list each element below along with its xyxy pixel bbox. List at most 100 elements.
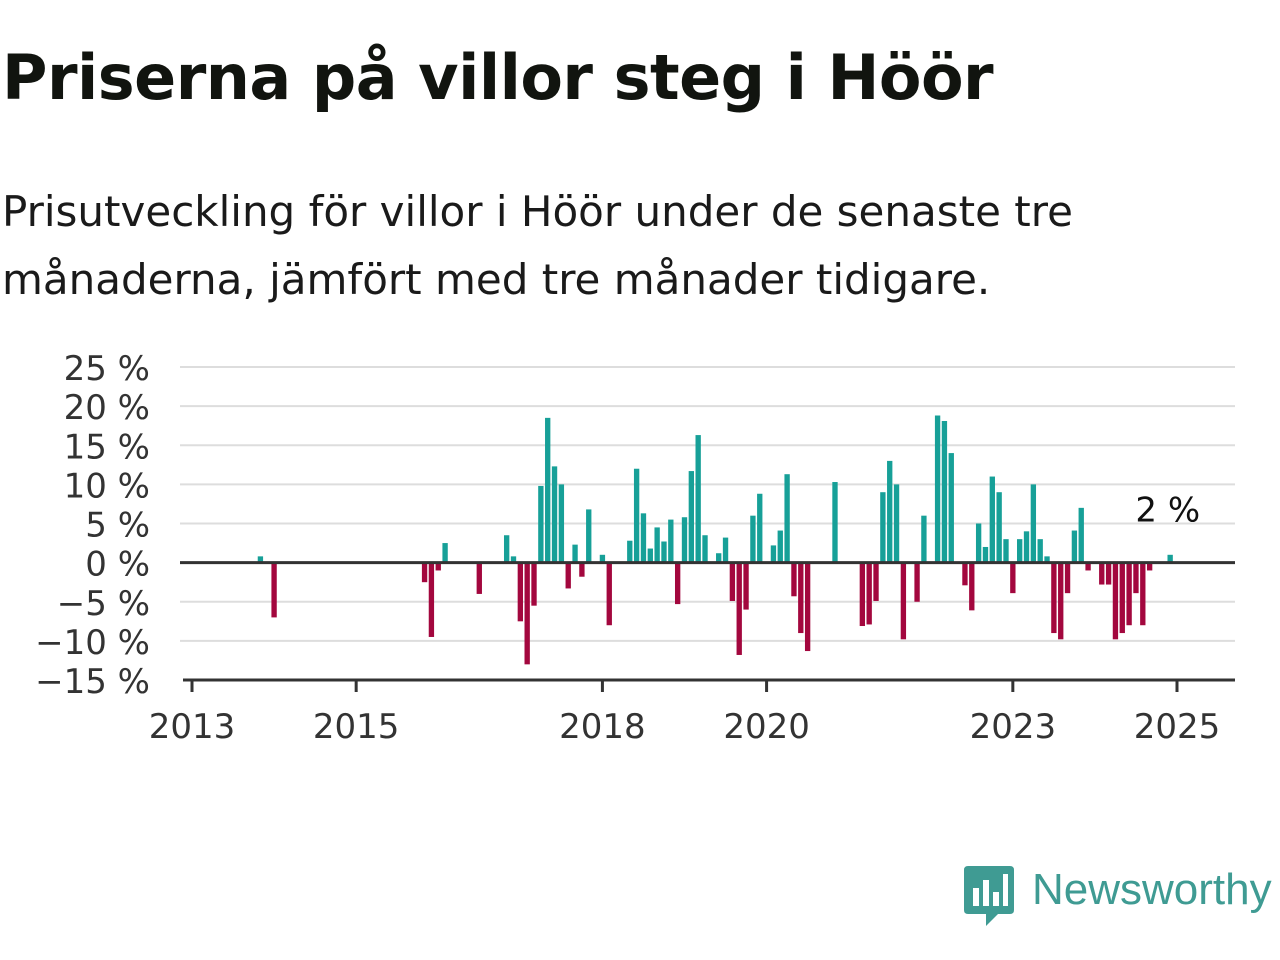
bar xyxy=(1112,562,1119,640)
bar xyxy=(1133,562,1139,594)
bar xyxy=(887,460,893,563)
bar xyxy=(716,553,722,563)
bar xyxy=(1030,484,1037,563)
bar xyxy=(914,562,920,602)
x-tick-label: 2025 xyxy=(1134,707,1221,747)
bar xyxy=(1044,556,1050,563)
bar xyxy=(962,562,968,586)
bar xyxy=(271,562,277,618)
bar xyxy=(1010,562,1016,594)
bar xyxy=(599,554,606,563)
bar xyxy=(647,548,653,563)
bar xyxy=(941,420,948,563)
bar xyxy=(435,562,441,571)
bar xyxy=(989,476,995,563)
bar xyxy=(1167,554,1173,563)
page-title: Priserna på villor steg i Höör xyxy=(2,41,994,114)
x-tick-label: 2023 xyxy=(970,707,1057,747)
bar xyxy=(948,453,954,563)
bar xyxy=(661,541,667,563)
bar xyxy=(1037,539,1043,563)
bar xyxy=(640,513,647,563)
bar xyxy=(1051,562,1057,634)
bar xyxy=(586,509,592,563)
y-tick-label: 0 % xyxy=(85,545,150,585)
x-tick-label: 2013 xyxy=(149,707,236,747)
bar xyxy=(722,537,729,563)
bar xyxy=(421,562,428,583)
bar xyxy=(572,544,578,563)
bar xyxy=(510,556,517,563)
y-tick-label: 25 % xyxy=(64,349,150,389)
bar xyxy=(545,417,551,563)
bar xyxy=(1003,539,1009,563)
bar xyxy=(880,492,886,563)
bar xyxy=(1064,562,1071,594)
bar xyxy=(702,535,708,563)
bar xyxy=(633,468,640,563)
bar xyxy=(606,562,612,626)
bar xyxy=(1078,507,1084,563)
y-tick-label: 5 % xyxy=(85,506,150,546)
bar xyxy=(729,562,736,601)
x-tick-label: 2015 xyxy=(313,707,400,747)
bar xyxy=(873,562,879,601)
bar xyxy=(859,562,866,627)
bar xyxy=(791,562,797,597)
bar xyxy=(476,562,482,594)
bar xyxy=(1058,562,1064,640)
bar xyxy=(674,562,681,605)
bar xyxy=(1085,562,1091,571)
bar xyxy=(736,562,742,655)
bar xyxy=(804,562,811,652)
bar xyxy=(668,519,674,563)
bar xyxy=(538,485,544,563)
bar xyxy=(695,435,701,563)
bar xyxy=(900,562,907,640)
bar xyxy=(517,562,524,622)
bar xyxy=(531,562,537,606)
bar xyxy=(1146,562,1153,571)
bar xyxy=(442,543,448,563)
y-tick-label: 15 % xyxy=(64,427,150,467)
bar xyxy=(428,562,435,637)
bar xyxy=(770,545,777,563)
newsworthy-logo: Newsworthy xyxy=(964,866,1280,928)
bar xyxy=(777,530,783,563)
bar xyxy=(1099,562,1105,585)
bar xyxy=(1105,562,1112,585)
bar xyxy=(784,474,790,563)
bar xyxy=(579,562,585,577)
bar xyxy=(565,562,571,589)
bar-chart: 25 %20 %15 %10 %5 %0 %−5 %−10 %−15 % 2013… xyxy=(35,349,1235,747)
page-subtitle: Prisutveckling för villor i Höör under d… xyxy=(2,187,1073,304)
x-tick-label: 2018 xyxy=(559,707,646,747)
bar xyxy=(921,515,927,563)
bar xyxy=(1023,531,1030,563)
y-tick-label: −10 % xyxy=(35,623,150,663)
bar xyxy=(681,517,688,563)
bar xyxy=(558,484,565,563)
last-value-label: 2 % xyxy=(1135,491,1200,531)
y-tick-label: 10 % xyxy=(64,466,150,506)
y-tick-label: −15 % xyxy=(35,662,150,702)
bar xyxy=(798,562,804,634)
bar-chart-speech-bubble-icon xyxy=(964,866,1014,926)
bar xyxy=(996,492,1002,563)
x-tick-label: 2020 xyxy=(723,707,810,747)
y-tick-label: 20 % xyxy=(64,388,150,428)
bar xyxy=(503,535,510,563)
bar xyxy=(866,562,872,625)
bar xyxy=(832,482,838,563)
bar xyxy=(1071,530,1078,563)
bar xyxy=(743,562,749,610)
bar xyxy=(1017,539,1023,563)
bar xyxy=(975,523,982,563)
bar xyxy=(551,466,558,563)
bar xyxy=(654,527,660,563)
bar xyxy=(934,415,941,563)
bar xyxy=(257,556,264,563)
y-tick-label: −5 % xyxy=(57,584,150,624)
bar xyxy=(893,484,900,563)
logo-text: Newsworthy xyxy=(1032,865,1272,914)
